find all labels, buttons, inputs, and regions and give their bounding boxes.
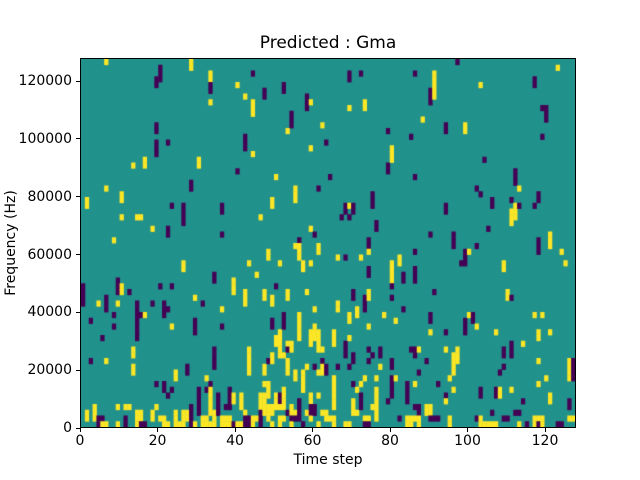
x-tick-label: 60 — [303, 433, 322, 449]
x-tick-label: 0 — [75, 433, 85, 449]
y-tick-mark — [76, 311, 80, 313]
y-axis-label: Frequency (Hz) — [3, 190, 19, 296]
x-tick-label: 100 — [454, 433, 481, 449]
heatmap-canvas — [81, 59, 575, 427]
y-tick-mark — [76, 369, 80, 371]
x-tick-label: 80 — [381, 433, 399, 449]
x-tick-mark — [312, 428, 313, 432]
y-tick-mark — [76, 196, 80, 198]
y-tick-label: 60000 — [27, 246, 72, 263]
x-tick-mark — [234, 428, 236, 432]
y-tick-mark — [76, 427, 80, 429]
plot-title: Predicted : Gma — [259, 33, 397, 53]
x-tick-mark — [79, 428, 81, 432]
x-tick-mark — [157, 428, 158, 432]
y-tick-label: 100000 — [18, 130, 72, 147]
y-tick-label: 0 — [63, 420, 72, 436]
plot-area — [80, 58, 576, 428]
y-tick-mark — [76, 80, 80, 82]
y-tick-label: 40000 — [27, 304, 72, 321]
x-tick-mark — [467, 428, 468, 432]
x-tick-label: 120 — [531, 433, 559, 449]
x-tick-mark — [389, 428, 391, 432]
x-tick-label: 40 — [226, 433, 244, 449]
x-tick-mark — [544, 428, 546, 432]
x-tick-label: 20 — [148, 433, 167, 449]
y-tick-label: 80000 — [27, 188, 72, 205]
x-axis-label: Time step — [293, 452, 363, 468]
y-tick-label: 120000 — [18, 73, 72, 90]
y-tick-mark — [76, 254, 80, 256]
y-tick-mark — [76, 138, 80, 140]
y-tick-label: 20000 — [27, 362, 72, 379]
